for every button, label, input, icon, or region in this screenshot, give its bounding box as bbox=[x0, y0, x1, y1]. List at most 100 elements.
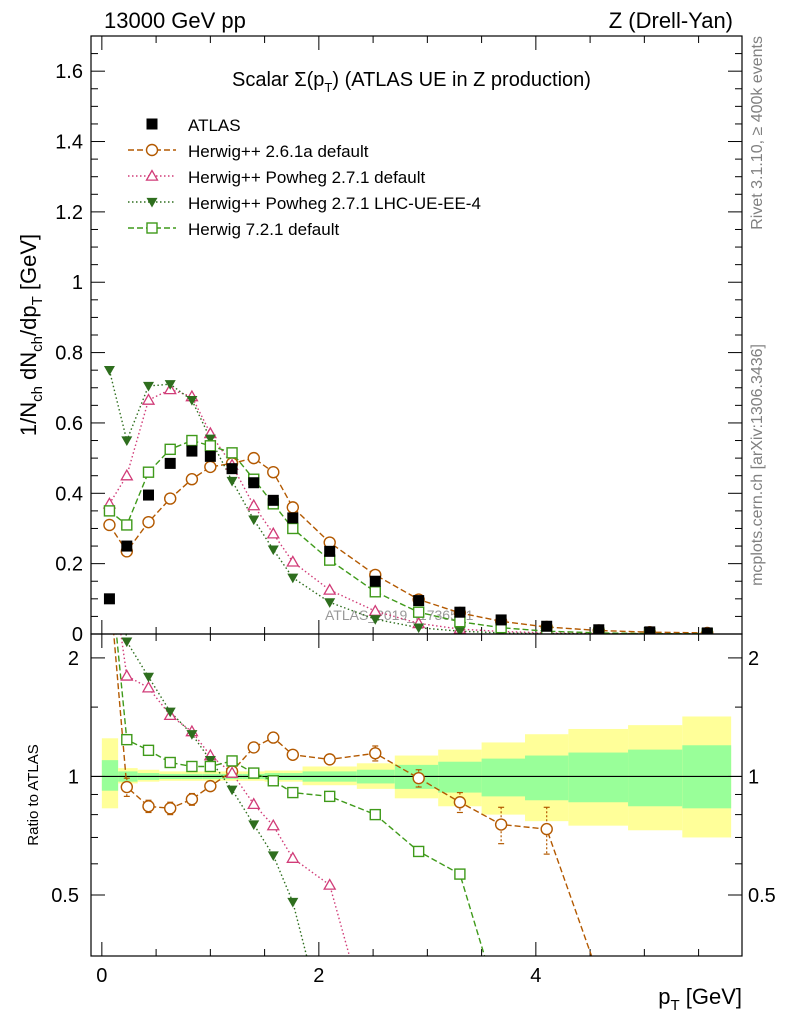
main-point-atlas bbox=[324, 545, 336, 557]
ratio-band-inner bbox=[568, 752, 629, 803]
main-point-herwig261 bbox=[286, 501, 300, 514]
analysis-watermark: ATLAS_2019_I1736531 bbox=[325, 607, 474, 623]
main-point-powheg271ee4 bbox=[369, 615, 381, 625]
x-axis-label: pT [GeV] bbox=[658, 984, 742, 1014]
ratio-point-herwig721 bbox=[369, 808, 381, 821]
ratio-point-powheg271 bbox=[323, 878, 337, 890]
ratio-point-herwig721 bbox=[287, 786, 299, 799]
main-line-herwig721 bbox=[108, 439, 708, 634]
main-point-atlas bbox=[495, 614, 507, 626]
legend-marker-powheg271ee4 bbox=[146, 197, 158, 208]
main-point-atlas bbox=[644, 626, 656, 634]
main-point-atlas bbox=[186, 445, 198, 457]
ratio-point-herwig261 bbox=[204, 779, 217, 793]
main-y-tick-label: 0.8 bbox=[55, 343, 83, 365]
ratio-band-inner bbox=[525, 755, 569, 801]
ratio-band-inner bbox=[438, 761, 482, 793]
main-point-atlas bbox=[593, 624, 605, 634]
main-point-herwig261 bbox=[185, 473, 199, 486]
main-point-atlas bbox=[143, 489, 155, 501]
main-point-powheg271ee4 bbox=[103, 366, 115, 376]
main-y-tick-label: 1.4 bbox=[55, 132, 83, 154]
main-point-herwig261 bbox=[142, 515, 155, 529]
main-point-powheg271ee4 bbox=[248, 515, 260, 526]
x-tick-label: 0 bbox=[96, 965, 107, 987]
main-point-powheg271 bbox=[120, 468, 134, 481]
main-point-powheg271 bbox=[323, 583, 337, 595]
legend-label-powheg271ee4: Herwig++ Powheg 2.7.1 LHC-UE-EE-4 bbox=[188, 194, 481, 213]
main-point-powheg271ee4 bbox=[226, 476, 238, 487]
ratio-point-herwig721 bbox=[248, 767, 260, 779]
ratio-point-herwig721 bbox=[226, 755, 238, 767]
main-point-powheg271ee4 bbox=[454, 627, 466, 634]
ratio-point-powheg271ee4 bbox=[248, 820, 260, 831]
main-point-atlas bbox=[267, 494, 279, 506]
main-point-atlas bbox=[701, 627, 713, 634]
main-point-herwig261 bbox=[267, 465, 280, 479]
header-channel: Z (Drell-Yan) bbox=[609, 8, 733, 33]
main-point-powheg271ee4 bbox=[164, 380, 176, 390]
main-point-atlas bbox=[204, 450, 216, 462]
main-point-herwig261 bbox=[164, 492, 177, 505]
ratio-frame bbox=[90, 633, 743, 957]
ratio-point-herwig721 bbox=[204, 760, 217, 773]
main-y-tick-label: 0.6 bbox=[55, 413, 83, 435]
ratio-point-powheg271ee4 bbox=[143, 672, 155, 683]
legend: ATLAS Herwig++ 2.6.1a default Herwig++ Pow… bbox=[128, 116, 481, 239]
main-line-powheg271 bbox=[108, 388, 708, 634]
main-point-herwig721 bbox=[121, 519, 133, 531]
ratio-y-tick-label: 1 bbox=[68, 766, 79, 788]
ratio-point-powheg271 bbox=[225, 766, 239, 778]
ratio-band-inner bbox=[628, 749, 683, 807]
ratio-point-powheg271ee4 bbox=[287, 897, 299, 908]
legend-label-herwig721: Herwig 7.2.1 default bbox=[188, 220, 339, 239]
ratio-axis-ticks: 0.5 0.5 1 1 2 2 0 2 4 bbox=[51, 634, 776, 987]
main-point-powheg271 bbox=[247, 498, 261, 511]
main-y-tick-label: 1 bbox=[72, 272, 83, 294]
ratio-point-herwig261 bbox=[164, 802, 177, 815]
ratio-point-powheg271 bbox=[120, 669, 134, 681]
ratio-point-powheg271ee4 bbox=[226, 785, 238, 796]
ratio-point-herwig721 bbox=[142, 744, 155, 757]
ratio-point-herwig721 bbox=[121, 733, 133, 746]
legend-marker-atlas bbox=[146, 118, 158, 130]
ratio-point-powheg271 bbox=[286, 851, 300, 863]
main-point-atlas bbox=[287, 512, 299, 524]
legend-label-atlas: ATLAS bbox=[188, 116, 241, 135]
ratio-point-herwig261 bbox=[247, 741, 260, 754]
ratio-point-powheg271 bbox=[141, 680, 156, 693]
main-point-powheg271ee4 bbox=[186, 395, 198, 406]
main-point-herwig721 bbox=[287, 522, 299, 535]
main-point-atlas bbox=[454, 606, 466, 618]
main-point-herwig721 bbox=[142, 466, 155, 478]
main-y-tick-label: 0.2 bbox=[55, 554, 83, 576]
main-point-powheg271 bbox=[141, 393, 156, 405]
main-point-powheg271ee4 bbox=[413, 623, 425, 634]
ratio-point-herwig721 bbox=[267, 775, 279, 787]
ratio-point-herwig721 bbox=[454, 868, 466, 880]
header-process: 13000 GeV pp bbox=[104, 8, 246, 33]
ratio-point-herwig261 bbox=[142, 800, 155, 813]
legend-marker-herwig261 bbox=[145, 143, 159, 157]
main-point-atlas bbox=[103, 593, 115, 605]
ratio-line-herwig261 bbox=[113, 634, 593, 956]
ratio-point-herwig261 bbox=[185, 793, 199, 806]
ratio-point-herwig261 bbox=[412, 771, 425, 785]
main-point-herwig721 bbox=[369, 586, 381, 598]
main-point-herwig261 bbox=[204, 460, 217, 474]
ratio-point-powheg271ee4 bbox=[121, 637, 133, 648]
ratio-point-powheg271ee4 bbox=[186, 730, 198, 740]
main-point-atlas bbox=[226, 463, 238, 475]
main-point-herwig721 bbox=[164, 443, 176, 456]
main-point-powheg271ee4 bbox=[287, 573, 299, 584]
ratio-point-powheg271ee4 bbox=[267, 851, 279, 861]
ratio-panel: 0.5 0.5 1 1 2 2 0 2 4 Ratio to ATLAS pT [GeV] bbox=[25, 633, 776, 1014]
main-point-powheg271ee4 bbox=[204, 434, 216, 445]
main-point-atlas bbox=[164, 457, 176, 469]
main-point-powheg271ee4 bbox=[121, 436, 133, 447]
main-point-herwig721 bbox=[186, 434, 198, 447]
main-point-powheg271ee4 bbox=[324, 598, 336, 608]
main-point-powheg271 bbox=[286, 555, 300, 567]
legend-marker-herwig721 bbox=[146, 222, 158, 234]
ratio-point-herwig261 bbox=[369, 747, 382, 760]
